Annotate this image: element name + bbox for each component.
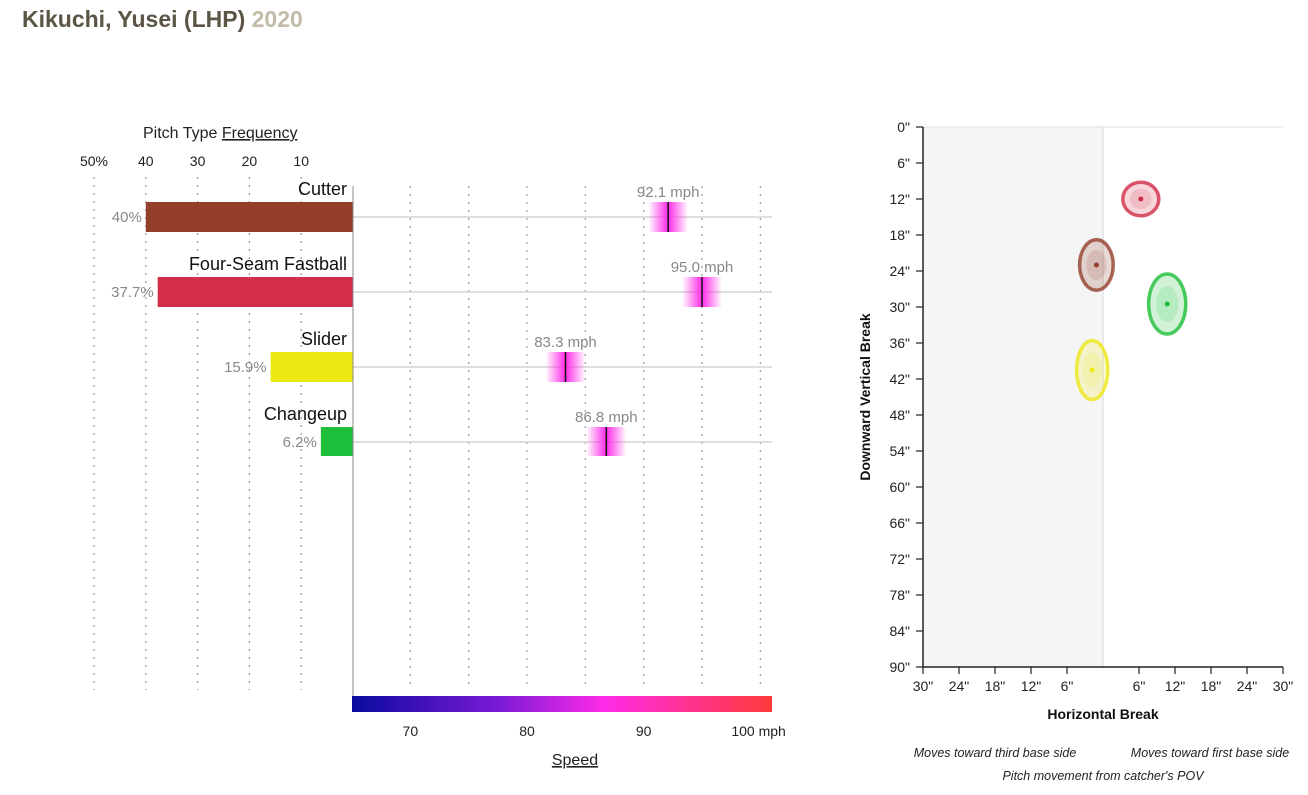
frequency-bar[interactable]	[157, 277, 353, 307]
speed-tick-label: 70	[403, 723, 419, 739]
freq-title-link[interactable]: Frequency	[222, 125, 298, 142]
horizontal-break-ticks: 30" 24" 18" 12" 6" 6" 12" 18" 24" 30"	[913, 667, 1294, 694]
y-tick-label: 12"	[889, 191, 910, 207]
y-axis-title: Downward Vertical Break	[857, 313, 873, 481]
x-tick-label: 6"	[1133, 678, 1146, 694]
frequency-value-label: 6.2%	[283, 434, 317, 451]
x-tick-label: 30"	[1273, 678, 1294, 694]
season-year: 2020	[251, 6, 303, 32]
velocity-value-label: 92.1 mph	[637, 184, 700, 201]
frequency-bar[interactable]	[320, 427, 353, 456]
speed-tick-label: 90	[636, 723, 652, 739]
movement-point[interactable]	[1121, 180, 1161, 218]
frequency-value-label: 40%	[112, 209, 142, 226]
freq-tick-label: 40	[138, 153, 154, 169]
x-tick-label: 12"	[1021, 678, 1042, 694]
velocity-value-label: 83.3 mph	[534, 334, 597, 351]
y-tick-label: 18"	[889, 227, 910, 243]
y-tick-label: 6"	[897, 155, 910, 171]
y-tick-label: 42"	[889, 371, 910, 387]
x-tick-label: 30"	[913, 678, 934, 694]
x-tick-label: 12"	[1165, 678, 1186, 694]
movement-point[interactable]	[1146, 272, 1188, 336]
y-tick-label: 66"	[889, 515, 910, 531]
y-tick-label: 90"	[889, 659, 910, 675]
frequency-value-label: 37.7%	[111, 284, 154, 301]
pitch-type-label: Cutter	[298, 179, 347, 199]
third-base-caption: Moves toward third base side	[914, 746, 1077, 760]
y-tick-label: 54"	[889, 443, 910, 459]
y-tick-label: 72"	[889, 551, 910, 567]
page-title: Kikuchi, Yusei (LHP) 2020	[22, 6, 303, 33]
movement-point[interactable]	[1077, 238, 1115, 292]
x-tick-label: 6"	[1061, 678, 1074, 694]
third-base-side-shading	[923, 127, 1103, 667]
pitch-type-label: Four-Seam Fastball	[189, 254, 347, 274]
movement-point[interactable]	[1074, 338, 1110, 402]
speed-axis-ticks: 70 80 90 100 mph	[403, 723, 786, 739]
freq-tick-label: 30	[190, 153, 206, 169]
pitch-type-label: Slider	[301, 329, 347, 349]
first-base-caption: Moves toward first base side	[1131, 746, 1289, 760]
freq-title: Pitch Type Frequency	[143, 125, 297, 142]
movement-center-dot	[1089, 367, 1095, 373]
freq-tick-label: 10	[293, 153, 309, 169]
freq-axis-ticks: 50% 40 30 20 10	[80, 153, 309, 690]
freq-tick-label: 20	[242, 153, 258, 169]
speed-color-scale	[352, 696, 772, 712]
y-tick-label: 48"	[889, 407, 910, 423]
speed-tick-label: 80	[519, 723, 535, 739]
x-tick-label: 24"	[949, 678, 970, 694]
y-tick-label: 30"	[889, 299, 910, 315]
movement-center-dot	[1138, 196, 1144, 202]
movement-center-dot	[1093, 262, 1099, 268]
speed-axis-title[interactable]: Speed	[552, 752, 598, 769]
velocity-value-label: 86.8 mph	[575, 409, 638, 426]
velocity-value-label: 95.0 mph	[671, 259, 734, 276]
pov-caption: Pitch movement from catcher's POV	[1002, 769, 1205, 783]
frequency-bar[interactable]	[145, 202, 353, 232]
y-tick-label: 60"	[889, 479, 910, 495]
movement-center-dot	[1164, 301, 1170, 307]
x-tick-label: 24"	[1237, 678, 1258, 694]
vertical-break-ticks: 0" 6" 12" 18" 24" 30" 36" 42" 48" 54" 60" 66" 72" 78"…	[889, 119, 923, 675]
pitch-type-label: Changeup	[264, 404, 347, 424]
x-tick-label: 18"	[1201, 678, 1222, 694]
pitch-rows: Cutter 40% 92.1 mph Four-Seam Fastball 37.7%…	[111, 179, 772, 456]
player-name: Kikuchi, Yusei (LHP)	[22, 6, 246, 32]
y-tick-label: 24"	[889, 263, 910, 279]
pitch-row[interactable]: Four-Seam Fastball 37.7% 95.0 mph	[111, 254, 772, 307]
pitch-row[interactable]: Changeup 6.2% 86.8 mph	[264, 404, 772, 456]
y-tick-label: 36"	[889, 335, 910, 351]
speed-tick-label: 100 mph	[731, 723, 785, 739]
x-axis-title: Horizontal Break	[1047, 706, 1158, 722]
x-tick-label: 18"	[985, 678, 1006, 694]
pitch-row[interactable]: Slider 15.9% 83.3 mph	[224, 329, 772, 382]
frequency-value-label: 15.9%	[224, 359, 267, 376]
y-tick-label: 78"	[889, 587, 910, 603]
y-tick-label: 0"	[897, 119, 910, 135]
y-tick-label: 84"	[889, 623, 910, 639]
frequency-bar[interactable]	[270, 352, 353, 382]
freq-tick-label: 50%	[80, 153, 108, 169]
pitch-row[interactable]: Cutter 40% 92.1 mph	[112, 179, 772, 232]
movement-points	[1074, 180, 1188, 402]
